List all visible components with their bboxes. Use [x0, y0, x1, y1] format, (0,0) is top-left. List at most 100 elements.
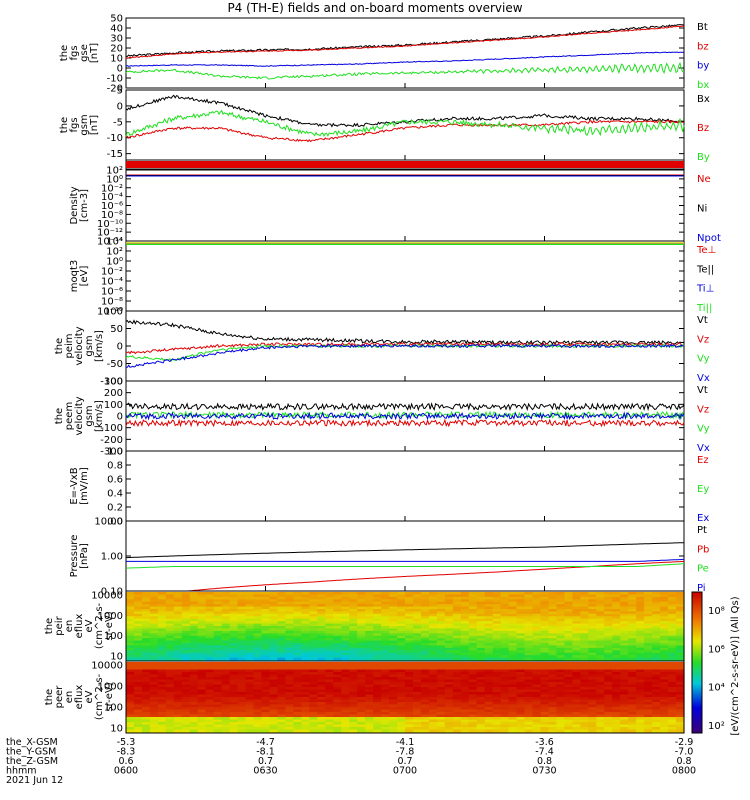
- heatmap-cell: [381, 596, 390, 600]
- heatmap-cell: [436, 689, 446, 693]
- heatmap-cell: [133, 623, 143, 627]
- heatmap-cell: [564, 609, 573, 613]
- heatmap-cell: [325, 592, 334, 596]
- heatmap-cell: [165, 655, 175, 659]
- heatmap-cell: [412, 674, 422, 678]
- heatmap-cell: [149, 712, 159, 716]
- heatmap-cell: [636, 672, 645, 676]
- heatmap-cell: [301, 692, 310, 696]
- heatmap-cell: [205, 643, 215, 647]
- heatmap-cell: [500, 638, 510, 642]
- heatmap-cell: [269, 626, 279, 630]
- heatmap-cell: [157, 633, 167, 637]
- heatmap-cell: [492, 692, 502, 696]
- heatmap-cell: [389, 638, 398, 642]
- heatmap-cell: [405, 609, 414, 613]
- heatmap-cell: [126, 672, 135, 676]
- heatmap-cell: [245, 717, 255, 721]
- ytick-label: 10⁻⁴: [101, 277, 123, 288]
- heatmap-cell: [301, 611, 310, 615]
- heatmap-cell: [668, 682, 677, 686]
- heatmap-cell: [253, 633, 263, 637]
- heatmap-cell: [229, 630, 239, 634]
- y-axis-label: peir: [54, 615, 65, 635]
- series-line-By: [125, 109, 685, 137]
- heatmap-cell: [572, 724, 581, 728]
- heatmap-cell: [660, 635, 669, 639]
- heatmap-cell: [221, 630, 231, 634]
- heatmap-cell: [524, 623, 534, 627]
- heatmap-cell: [492, 618, 502, 622]
- legend-Vy: Vy: [697, 424, 710, 435]
- heatmap-cell: [580, 714, 589, 718]
- heatmap-cell: [556, 592, 566, 596]
- heatmap-cell: [436, 640, 446, 644]
- heatmap-cell: [460, 679, 470, 683]
- heatmap-cell: [524, 599, 534, 603]
- heatmap-cell: [181, 616, 191, 620]
- heatmap-cell: [205, 604, 215, 608]
- y-axis-label: gsm: [84, 335, 95, 356]
- heatmap-cell: [540, 623, 550, 627]
- heatmap-cell: [476, 704, 486, 708]
- heatmap-cell: [253, 652, 263, 656]
- heatmap-cell: [317, 655, 326, 659]
- heatmap-cell: [676, 599, 685, 603]
- heatmap-cell: [341, 647, 350, 651]
- heatmap-cell: [596, 674, 605, 678]
- heatmap-cell: [285, 621, 294, 625]
- heatmap-cell: [405, 664, 414, 668]
- heatmap-cell: [126, 689, 135, 693]
- heatmap-cell: [357, 689, 366, 693]
- heatmap-cell: [205, 729, 215, 733]
- heatmap-cell: [652, 616, 661, 620]
- y-axis-label: peem: [64, 402, 75, 430]
- heatmap-cell: [181, 712, 191, 716]
- heatmap-cell: [341, 684, 350, 688]
- heatmap-cell: [293, 611, 302, 615]
- heatmap-cell: [141, 655, 151, 659]
- heatmap-cell: [245, 613, 255, 617]
- heatmap-cell: [628, 613, 637, 617]
- heatmap-cell: [540, 714, 550, 718]
- legend-Bt: Bt: [697, 22, 708, 33]
- heatmap-cell: [588, 613, 597, 617]
- heatmap-cell: [436, 647, 446, 651]
- heatmap-cell: [548, 727, 558, 731]
- ytick-label: 0.4: [107, 489, 123, 500]
- heatmap-cell: [516, 628, 526, 632]
- heatmap-cell: [412, 719, 422, 723]
- heatmap-cell: [285, 618, 294, 622]
- heatmap-cell: [173, 635, 183, 639]
- heatmap-cell: [149, 664, 159, 668]
- heatmap-cell: [588, 667, 597, 671]
- heatmap-cell: [349, 647, 358, 651]
- heatmap-cell: [229, 662, 239, 666]
- heatmap-cell: [165, 664, 175, 668]
- heatmap-cell: [524, 594, 534, 598]
- heatmap-cell: [436, 611, 446, 615]
- heatmap-cell: [500, 674, 510, 678]
- heatmap-cell: [237, 618, 247, 622]
- heatmap-cell: [309, 628, 318, 632]
- heatmap-cell: [572, 669, 581, 673]
- heatmap-cell: [205, 613, 215, 617]
- heatmap-cell: [460, 592, 470, 596]
- heatmap-cell: [564, 667, 573, 671]
- heatmap-cell: [277, 692, 287, 696]
- heatmap-cell: [205, 697, 215, 701]
- heatmap-cell: [381, 601, 390, 605]
- heatmap-cell: [620, 645, 629, 649]
- heatmap-cell: [205, 662, 215, 666]
- heatmap-cell: [444, 640, 454, 644]
- heatmap-cell: [301, 609, 310, 613]
- heatmap-cell: [213, 729, 223, 733]
- series-line-Pt: [126, 542, 684, 559]
- heatmap-cell: [660, 679, 669, 683]
- heatmap-cell: [349, 640, 358, 644]
- heatmap-cell: [572, 633, 581, 637]
- heatmap-cell: [492, 613, 502, 617]
- heatmap-cell: [365, 672, 374, 676]
- heatmap-cell: [564, 599, 573, 603]
- heatmap-cell: [373, 609, 382, 613]
